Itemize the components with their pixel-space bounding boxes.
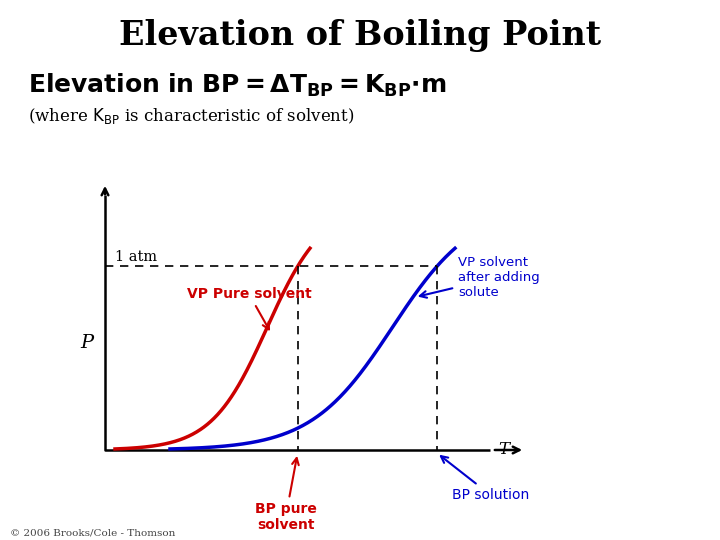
Text: © 2006 Brooks/Cole - Thomson: © 2006 Brooks/Cole - Thomson	[10, 529, 176, 537]
Text: Elevation of Boiling Point: Elevation of Boiling Point	[119, 18, 601, 51]
Text: 1 atm: 1 atm	[115, 251, 157, 265]
Text: (where $\mathrm{K_{BP}}$ is characteristic of solvent): (where $\mathrm{K_{BP}}$ is characterist…	[28, 106, 354, 126]
Text: T: T	[498, 442, 509, 458]
Text: BP solution: BP solution	[441, 456, 529, 502]
Text: VP Pure solvent: VP Pure solvent	[186, 287, 311, 329]
Text: $\mathbf{Elevation\ in\ BP = \Delta T_{BP} = K_{BP}{\bullet}m}$: $\mathbf{Elevation\ in\ BP = \Delta T_{B…	[28, 71, 446, 99]
Text: P: P	[81, 334, 94, 352]
Text: VP solvent
after adding
solute: VP solvent after adding solute	[420, 256, 539, 299]
Text: BP pure
solvent: BP pure solvent	[255, 458, 317, 532]
